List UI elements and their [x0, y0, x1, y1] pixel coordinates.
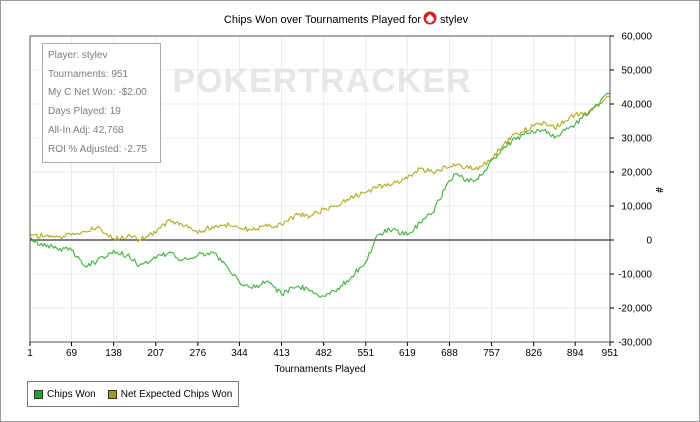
stat-days-played: Days Played: 19 — [48, 106, 121, 118]
x-tick-label: 344 — [231, 348, 248, 359]
x-tick-label: 757 — [483, 348, 500, 359]
net-expected-line — [29, 95, 611, 243]
x-tick-label: 1 — [27, 348, 33, 359]
chips-won-line — [29, 92, 611, 299]
y-tick-label: -30,000 — [618, 338, 652, 349]
legend-item-net-expected: Net Expected Chips Won — [107, 388, 233, 400]
y-tick-label: 50,000 — [621, 66, 652, 77]
x-tick-label: 551 — [357, 348, 374, 359]
x-tick-label: 688 — [441, 348, 458, 359]
legend-label-net-expected: Net Expected Chips Won — [120, 388, 233, 400]
chart-title-text: Chips Won over Tournaments Played for — [224, 14, 421, 26]
stat-tournaments: Tournaments: 951 — [48, 68, 129, 80]
x-tick-label: 138 — [105, 348, 122, 359]
stats-box: Player: stylev Tournaments: 951 My C Net… — [42, 43, 161, 164]
stat-net-won: My C Net Won: -$2.00 — [48, 87, 147, 99]
x-tick-label: 276 — [190, 348, 207, 359]
y-tick-label: -20,000 — [618, 304, 652, 315]
poker-spade-logo-icon — [423, 11, 437, 25]
chart-title-player: stylev — [440, 14, 469, 26]
x-tick-label: 482 — [315, 348, 332, 359]
x-tick-label: 207 — [147, 348, 164, 359]
x-tick-label: 69 — [66, 348, 78, 359]
series-lines — [29, 92, 611, 299]
x-axis-label: Tournaments Played — [274, 364, 365, 375]
x-axis-ticks: 1 69 138 207 276 344 413 482 551 619 688 757 826 894 9… — [27, 342, 619, 359]
x-tick-label: 951 — [602, 348, 619, 359]
stat-player: Player: stylev — [48, 50, 108, 61]
pokertracker-watermark: POKERTRACKER — [172, 62, 471, 100]
y-tick-label: -10,000 — [618, 270, 652, 281]
legend-item-chips-won: Chips Won — [34, 389, 96, 400]
x-tick-label: 413 — [273, 348, 290, 359]
y-tick-label: 30,000 — [621, 134, 652, 145]
y-axis-ticks: -30,000 -20,000 -10,000 0 10,000 20,000 30,000… — [610, 32, 652, 349]
legend-label-chips-won: Chips Won — [47, 388, 96, 400]
stat-all-in-adj: All-In Adj: 42,768 — [48, 124, 124, 136]
y-tick-label: 60,000 — [621, 32, 652, 43]
y-tick-label: 40,000 — [621, 100, 652, 111]
legend-swatch-chips-won — [34, 389, 43, 399]
legend-swatch-net-expected — [107, 389, 117, 399]
chart-legend: Chips Won Net Expected Chips Won — [27, 381, 240, 407]
x-tick-label: 826 — [525, 348, 542, 359]
y-tick-label: 10,000 — [621, 202, 652, 213]
chart-title: Chips Won over Tournaments Played for st… — [224, 11, 469, 26]
y-tick-label: 20,000 — [621, 168, 652, 179]
stat-roi-adjusted: ROI % Adjusted: -2.75 — [48, 143, 147, 155]
y-tick-label: 0 — [646, 236, 652, 247]
x-tick-label: 619 — [399, 348, 416, 359]
y-axis-label: # — [655, 187, 666, 193]
x-tick-label: 894 — [567, 348, 584, 359]
plot-area-border — [29, 35, 611, 343]
